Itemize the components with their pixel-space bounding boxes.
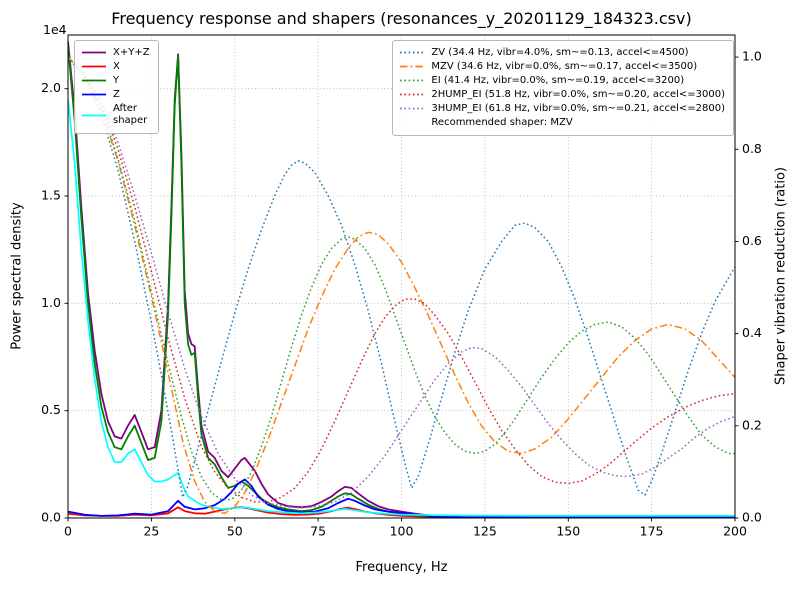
legend-item: 3HUMP_EI (61.8 Hz, vibr=0.0%, sm~=0.21, … <box>399 103 725 116</box>
legend-line-swatch <box>81 89 107 100</box>
series-group <box>68 41 735 518</box>
legend-label: After shaper <box>113 102 148 127</box>
x-tick-label: 50 <box>227 524 243 539</box>
legend-item: X+Y+Z <box>81 47 150 60</box>
legend-line-swatch <box>81 61 107 72</box>
legend-line-swatch <box>81 110 107 121</box>
series-2HUMP_EI <box>68 56 735 503</box>
y-right-tick-label: 0.0 <box>742 510 762 525</box>
x-tick-label: 100 <box>390 524 414 539</box>
series-EI <box>68 56 735 501</box>
x-axis-label: Frequency, Hz <box>355 560 448 575</box>
chart-title: Frequency response and shapers (resonanc… <box>111 9 692 28</box>
legend-label: 3HUMP_EI (61.8 Hz, vibr=0.0%, sm~=0.21, … <box>431 102 725 114</box>
legend-label: X+Y+Z <box>113 46 150 58</box>
legend-item: X <box>81 61 150 74</box>
y-right-tick-label: 1.0 <box>742 49 762 64</box>
y-axis-offset-text: 1e4 <box>43 22 67 37</box>
series-After-shaper <box>68 99 735 517</box>
legend-label: MZV (34.6 Hz, vibr=0.0%, sm~=0.17, accel… <box>431 60 698 72</box>
y-right-tick-label: 0.8 <box>742 141 762 156</box>
legend-item: After shaper <box>81 103 150 128</box>
legend-label: Recommended shaper: MZV <box>431 116 573 128</box>
x-tick-label: 175 <box>640 524 664 539</box>
y-left-tick-label: 2.0 <box>41 80 61 95</box>
y-right-tick-label: 0.2 <box>742 417 762 432</box>
legend-item: Z <box>81 89 150 102</box>
x-tick-label: 75 <box>310 524 326 539</box>
legend-label: X <box>113 60 120 72</box>
series-MZV <box>68 56 735 515</box>
y-left-tick-label: 0.0 <box>41 510 61 525</box>
legend-item: Recommended shaper: MZV <box>399 117 725 130</box>
legend-item: 2HUMP_EI (51.8 Hz, vibr=0.0%, sm~=0.20, … <box>399 89 725 102</box>
y-right-tick-label: 0.4 <box>742 325 762 340</box>
legend-line-swatch <box>399 47 425 58</box>
legend-line-swatch <box>399 89 425 100</box>
y-left-tick-label: 0.5 <box>41 402 61 417</box>
legend-line-swatch <box>81 75 107 86</box>
x-tick-label: 150 <box>556 524 580 539</box>
legend-label: Z <box>113 88 120 100</box>
legend-item: MZV (34.6 Hz, vibr=0.0%, sm~=0.17, accel… <box>399 61 725 74</box>
series-X+Y+Z <box>68 41 735 518</box>
legend-measurements: X+Y+Z X Y Z After shaper <box>74 40 159 134</box>
x-tick-label: 125 <box>473 524 497 539</box>
x-tick-label: 25 <box>143 524 159 539</box>
y-axis-label-left: Power spectral density <box>9 202 25 350</box>
legend-label: Y <box>113 74 120 86</box>
legend-line-swatch <box>81 47 107 58</box>
ticks: 0 25 50 75 100 125 150 175 2000.00.51.01.52.00.0… <box>41 49 762 539</box>
y-left-tick-label: 1.0 <box>41 295 61 310</box>
legend-line-swatch <box>399 75 425 86</box>
legend-item: ZV (34.4 Hz, vibr=4.0%, sm~=0.13, accel<… <box>399 47 725 60</box>
legend-shapers: ZV (34.4 Hz, vibr=4.0%, sm~=0.13, accel<… <box>392 40 734 136</box>
legend-label: ZV (34.4 Hz, vibr=4.0%, sm~=0.13, accel<… <box>431 46 689 58</box>
x-tick-label: 0 <box>64 524 72 539</box>
legend-line-swatch <box>399 103 425 114</box>
legend-item: EI (41.4 Hz, vibr=0.0%, sm~=0.19, accel<… <box>399 75 725 88</box>
legend-label: EI (41.4 Hz, vibr=0.0%, sm~=0.19, accel<… <box>431 74 685 86</box>
legend-label: 2HUMP_EI (51.8 Hz, vibr=0.0%, sm~=0.20, … <box>431 88 725 100</box>
legend-item: Y <box>81 75 150 88</box>
x-tick-label: 200 <box>723 524 747 539</box>
y-left-tick-label: 1.5 <box>41 188 61 203</box>
y-axis-label-right: Shaper vibration reduction (ratio) <box>773 167 789 385</box>
legend-line-swatch <box>399 61 425 72</box>
y-right-tick-label: 0.6 <box>742 233 762 248</box>
series-3HUMP_EI <box>68 56 735 509</box>
